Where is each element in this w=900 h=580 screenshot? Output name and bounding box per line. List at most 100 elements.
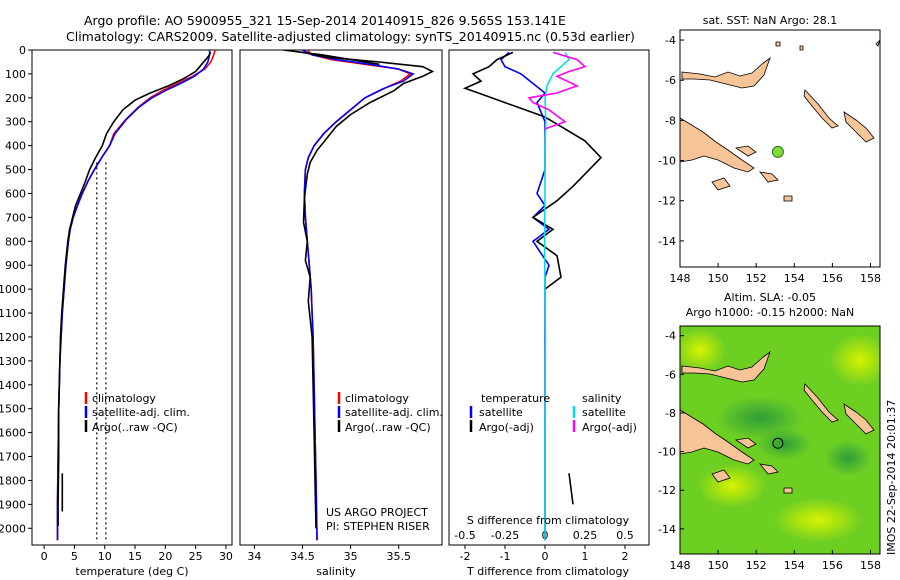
difference-legend: temperature salinity satellite Argo(-adj…: [469, 392, 637, 434]
series-temperature-satellite: [499, 51, 551, 541]
map-y-tick-label: -10: [658, 155, 676, 168]
temperature-series: [56, 50, 216, 543]
y-tick-label: 300: [5, 116, 26, 129]
sla-patch: [773, 498, 863, 542]
sla-patch: [698, 464, 766, 508]
sst-map-frame: [679, 29, 881, 268]
legend-label-satellite: satellite-adj. clim.: [345, 406, 443, 419]
salinity-xlabel: salinity: [316, 565, 356, 578]
series-salinity-argo-adj: [527, 51, 587, 130]
map-y-tick-label: -12: [658, 484, 676, 497]
map-x-tick-label: 154: [784, 272, 805, 285]
temperature-legend: climatology satellite-adj. clim. Argo(..…: [84, 392, 190, 434]
x-tick-label: 35.5: [386, 550, 411, 563]
sla-map-title-line1: Altim. SLA: -0.05: [724, 291, 816, 304]
map-y-tick-label: -4: [665, 330, 676, 343]
series-satellite-adj-clim: [56, 50, 211, 541]
s-difference-axis: -0.5 -0.25 0 0.25 0.5: [454, 529, 633, 542]
y-tick-label: 200: [5, 92, 26, 105]
y-tick-label: 400: [5, 140, 26, 153]
land-islands: [711, 437, 793, 494]
difference-series: [462, 51, 603, 541]
sla-patch: [680, 328, 726, 372]
legend-label-argo: Argo(..raw -QC): [345, 421, 431, 434]
legend-label-sal-argo: Argo(-adj): [582, 421, 637, 434]
temperature-x-axis: 0 5 10 15 20 25 30: [41, 545, 233, 563]
map-x-tick-label: 158: [860, 559, 881, 572]
legend-label-sal-satellite: satellite: [582, 406, 626, 419]
map-x-tick-label: 152: [746, 559, 767, 572]
figure-title-line2: Climatology: CARS2009. Satellite-adjuste…: [66, 29, 635, 44]
x-tick-label: 0: [41, 550, 48, 563]
series-climatology: [303, 50, 412, 541]
map-x-tick-label: 158: [860, 272, 881, 285]
x-tick-label: 10: [98, 550, 112, 563]
legend-label-temp-argo: Argo(-adj): [479, 421, 534, 434]
series-temperature-argo-adj-deep: [568, 473, 574, 505]
land-new-ireland: [803, 89, 839, 129]
legend-heading-temperature: temperature: [481, 392, 550, 405]
sla-map-axes: 148 150 152 154 156 158 -4 -6 -8 -10 -12 -14: [658, 330, 881, 572]
x-tick-label: 15: [128, 550, 142, 563]
y-tick-label: 700: [5, 211, 26, 224]
map-y-tick-label: -12: [658, 195, 676, 208]
land-new-britain: [681, 350, 771, 383]
x-tick-label: 25: [189, 550, 203, 563]
sla-patch: [756, 428, 812, 460]
sla-patch: [824, 440, 872, 476]
y-tick-label: 100: [5, 68, 26, 81]
map-x-tick-label: 152: [746, 272, 767, 285]
s-diff-tick-label: 0.5: [616, 529, 634, 542]
map-x-tick-label: 150: [708, 272, 729, 285]
map-y-tick-label: -4: [665, 34, 676, 47]
series-argo-raw-qc: [57, 51, 212, 526]
land-small-1: [775, 39, 880, 51]
land-new-britain: [681, 56, 771, 89]
sst-map-title: sat. SST: NaN Argo: 28.1: [703, 14, 837, 27]
sst-map-land: [680, 39, 880, 202]
x-tick-label: 0: [542, 550, 549, 563]
timestamp-stamp: IMOS 22-Sep-2014 20:01:37: [885, 400, 898, 555]
difference-plot-frame: [448, 49, 650, 546]
y-tick-label: 1900: [0, 498, 26, 511]
x-tick-label: 5: [71, 550, 78, 563]
x-tick-label: 34.5: [290, 550, 315, 563]
map-y-tick-label: -14: [658, 523, 676, 536]
series-climatology: [56, 50, 216, 541]
sla-patch: [830, 334, 880, 386]
t-difference-x-axis: -2 -1 0 1 2: [460, 545, 629, 563]
x-tick-label: -2: [460, 550, 471, 563]
t-difference-xlabel: T difference from climatology: [466, 565, 629, 578]
y-tick-label: 1400: [0, 379, 26, 392]
x-tick-label: 1: [582, 550, 589, 563]
y-tick-label: 2000: [0, 522, 26, 535]
temperature-panel: 0100200300400500600700800900100011001200…: [0, 44, 233, 578]
sla-map-panel: Altim. SLA: -0.05 Argo h1000: -0.15 h200…: [658, 291, 881, 572]
y-tick-label: 1800: [0, 474, 26, 487]
map-y-tick-label: -6: [665, 74, 676, 87]
series-salinity-satellite: [543, 52, 571, 541]
s-difference-label: S difference from climatology: [467, 514, 630, 527]
sst-map-axes: 148 150 152 154 156 158 -4 -6 -8 -10 -12 -14: [658, 34, 881, 285]
map-x-tick-label: 156: [822, 272, 843, 285]
salinity-series: [283, 50, 435, 541]
map-y-tick-label: -8: [665, 407, 676, 420]
map-x-tick-label: 154: [784, 559, 805, 572]
y-tick-label: 1000: [0, 283, 26, 296]
map-x-tick-label: 156: [822, 559, 843, 572]
figure-title-line1: Argo profile: AO 5900955_321 15-Sep-2014…: [84, 13, 566, 28]
pi-label: PI: STEPHEN RISER: [326, 520, 430, 533]
series-temperature-argo-adj: [462, 51, 603, 290]
y-tick-label: 1100: [0, 307, 26, 320]
salinity-x-axis: 34 34.5 35 35.5: [247, 545, 411, 563]
x-tick-label: 34: [247, 550, 261, 563]
series-argo-secondary: [283, 50, 380, 66]
land-bougainville: [843, 403, 875, 435]
land-new-guinea: [680, 117, 755, 173]
salinity-legend: climatology satellite-adj. clim. Argo(..…: [337, 392, 443, 434]
depth-axis: 0 100 200 300 400 500 600 700 800 900 1000 1100 1200…: [0, 44, 32, 535]
y-tick-label: 800: [5, 235, 26, 248]
y-tick-label: 1600: [0, 427, 26, 440]
map-x-tick-label: 148: [670, 559, 691, 572]
